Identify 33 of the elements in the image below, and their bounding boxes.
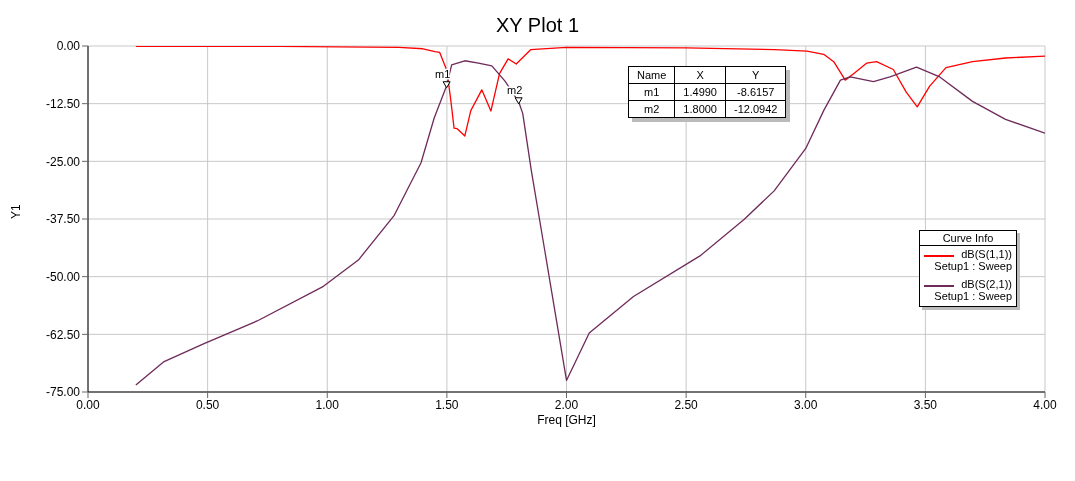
line-series (135, 46, 1045, 137)
annotation: Y (725, 66, 786, 84)
y-tick-label: -37.50 (45, 212, 81, 227)
y-tick-label: 0.00 (56, 39, 81, 54)
y-tick-label: -12.50 (45, 96, 81, 111)
x-tick-label: 0.00 (76, 397, 100, 412)
annotation: X (674, 66, 726, 84)
y-tick-label: -25.00 (45, 154, 81, 169)
x-tick-label: 1.50 (435, 397, 459, 412)
x-tick-label: 3.50 (913, 397, 938, 412)
legend-label: dB(S(2,1)) Setup1 : Sweep (933, 278, 1012, 302)
text: m1 (644, 86, 660, 98)
legend-label: dB(S(1,1)) Setup1 : Sweep (933, 248, 1012, 272)
y-tick-label: -50.00 (45, 269, 81, 284)
x-tick-label: 2.50 (674, 397, 699, 412)
annotation: -12.0942 (725, 100, 786, 118)
x-tick-label: 2.00 (554, 397, 579, 412)
x-tick-label: 3.00 (794, 397, 818, 412)
annotation: 1.4990 (674, 83, 726, 101)
y-tick-label: -62.50 (45, 327, 81, 342)
y-tick-label: -75.00 (45, 385, 81, 400)
text: m2 (644, 103, 660, 115)
x-axis-title: Freq [GHz] (537, 413, 596, 427)
annotation: 1.8000 (674, 100, 726, 118)
x-tick-label: 4.00 (1033, 397, 1057, 412)
legend-title: Curve Info (920, 231, 1016, 246)
annotation: Name (628, 66, 675, 84)
line-series (135, 60, 1045, 386)
x-tick-label: 0.50 (195, 397, 220, 412)
y-axis-title: Y1 (9, 204, 24, 219)
chart-title: XY Plot 1 (495, 14, 580, 37)
annotation: -8.6157 (725, 83, 786, 101)
x-tick-label: 1.00 (315, 397, 340, 412)
